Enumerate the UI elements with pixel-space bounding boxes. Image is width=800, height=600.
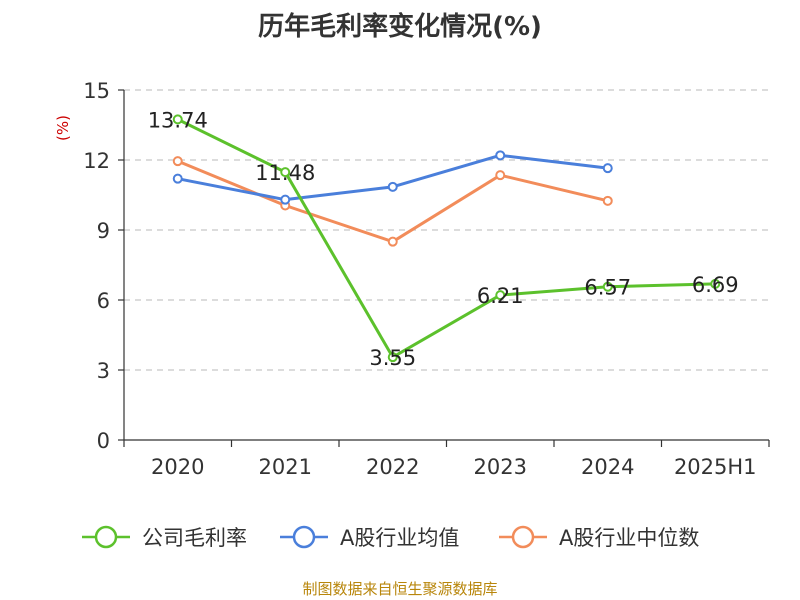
x-tick-label: 2025H1	[674, 455, 757, 479]
series-lines	[174, 115, 720, 361]
gridlines	[124, 90, 769, 370]
data-point	[174, 175, 182, 183]
legend-label: A股行业均值	[340, 526, 459, 550]
data-point	[389, 238, 397, 246]
legend-label: A股行业中位数	[559, 526, 699, 550]
legend-item: A股行业中位数	[499, 526, 699, 550]
data-point	[174, 157, 182, 165]
legend-marker	[513, 527, 533, 547]
y-tick-label: 3	[97, 359, 110, 383]
y-tick-label: 12	[83, 149, 110, 173]
data-point	[389, 183, 397, 191]
data-label: 6.21	[477, 284, 524, 308]
legend-item: A股行业均值	[280, 526, 459, 550]
data-label: 11.48	[255, 161, 315, 185]
x-tick-label: 2021	[259, 455, 312, 479]
x-tick-label: 2020	[151, 455, 204, 479]
legend-marker	[294, 527, 314, 547]
x-tick-label: 2023	[474, 455, 527, 479]
source-note: 制图数据来自恒生聚源数据库	[0, 578, 800, 599]
data-label: 6.69	[692, 273, 739, 297]
series-line	[178, 119, 716, 357]
data-point	[496, 151, 504, 159]
y-axis-unit: (%)	[54, 115, 72, 141]
x-tick-label: 2022	[366, 455, 419, 479]
y-tick-label: 0	[97, 429, 110, 453]
y-tick-label: 6	[97, 289, 110, 313]
axes: 0 3 6 9 12 15 (%) 2020 2021 2022 2023 2024 2025H1	[54, 79, 769, 479]
legend: 公司毛利率 A股行业均值 A股行业中位数	[82, 526, 699, 550]
data-label: 6.57	[584, 276, 631, 300]
data-point	[604, 164, 612, 172]
line-chart: 0 3 6 9 12 15 (%) 2020 2021 2022 2023 2024 2025H1 13…	[0, 0, 800, 600]
data-point	[604, 197, 612, 205]
legend-marker	[96, 527, 116, 547]
data-point	[496, 171, 504, 179]
legend-item: 公司毛利率	[82, 526, 247, 550]
series-line	[178, 155, 608, 199]
data-point	[281, 196, 289, 204]
x-tick-label: 2024	[581, 455, 634, 479]
y-tick-label: 9	[97, 219, 110, 243]
legend-label: 公司毛利率	[142, 526, 247, 550]
data-label: 13.74	[148, 108, 208, 132]
y-tick-label: 15	[83, 79, 110, 103]
data-label: 3.55	[369, 346, 416, 370]
